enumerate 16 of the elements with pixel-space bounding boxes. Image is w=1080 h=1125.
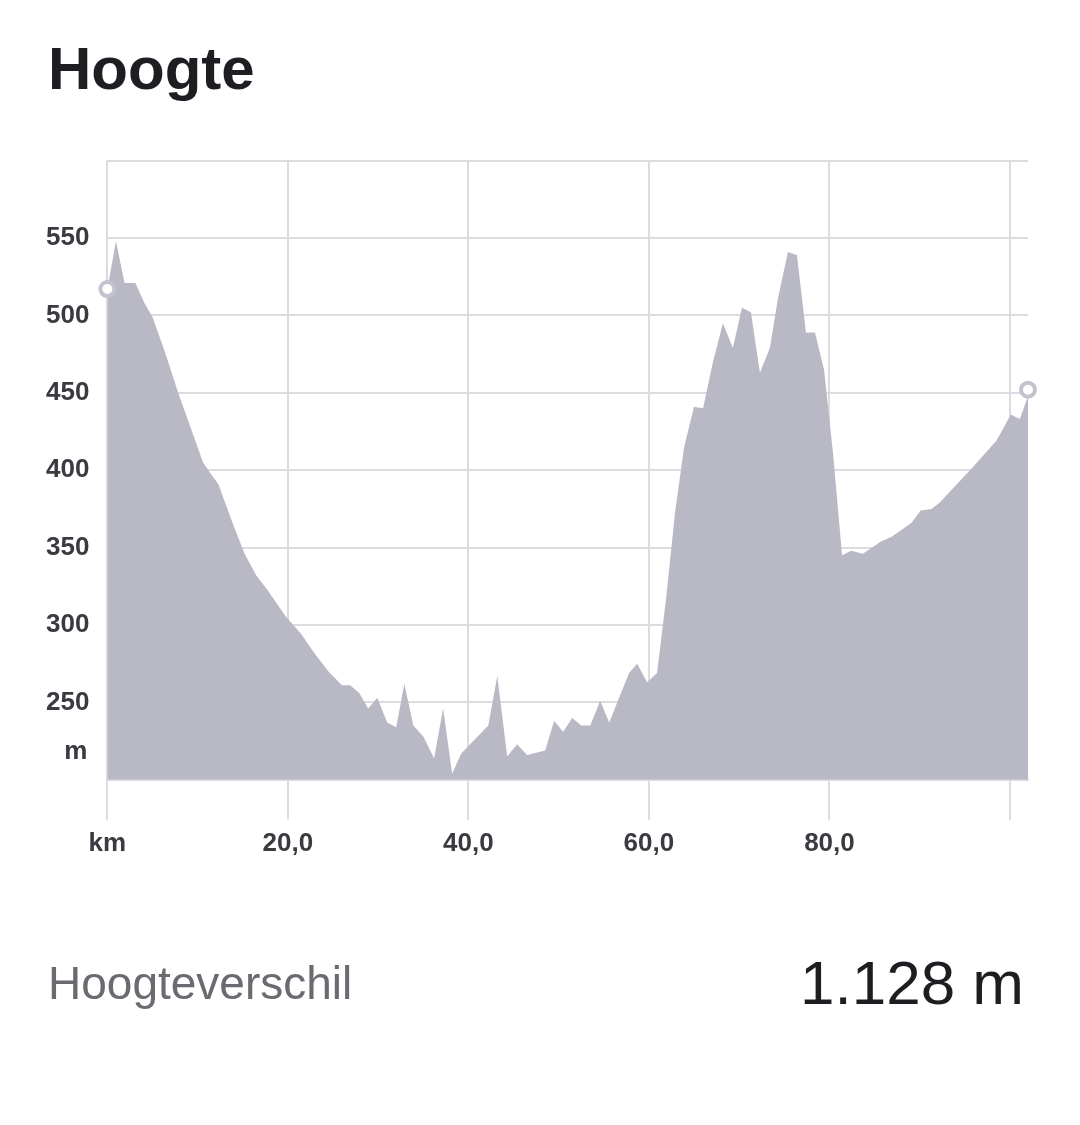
y-tick-label: 300 — [45, 608, 90, 639]
y-tick-label: 400 — [45, 453, 90, 484]
x-tick-label: 20,0 — [262, 826, 314, 857]
x-tick-label: 80,0 — [804, 826, 855, 857]
y-tick-label: 450 — [45, 375, 90, 406]
text: Hoogteverschil — [48, 955, 353, 1010]
y-axis-title: m — [64, 734, 88, 765]
x-tick-label: km — [88, 826, 127, 857]
y-tick-label: 500 — [45, 298, 90, 329]
x-tick-label: 60,0 — [623, 826, 675, 857]
chart-title: Hoogte — [48, 34, 256, 103]
y-tick-label: 250 — [45, 685, 90, 716]
y-tick-label: 350 — [45, 530, 90, 561]
text: 1.128 m — [799, 947, 1024, 1018]
y-tick-label: 550 — [45, 221, 90, 252]
x-tick-label: 40,0 — [443, 826, 494, 857]
